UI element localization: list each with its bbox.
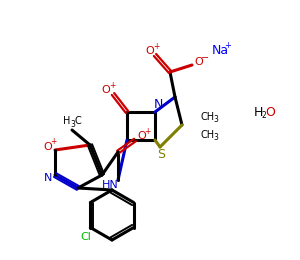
- Text: O: O: [102, 85, 110, 95]
- Text: O: O: [265, 106, 275, 119]
- Text: CH: CH: [200, 130, 214, 140]
- Text: H: H: [63, 116, 71, 126]
- Text: +: +: [109, 81, 115, 89]
- Text: 3: 3: [213, 114, 218, 124]
- Text: +: +: [225, 41, 231, 49]
- Text: 3: 3: [70, 120, 75, 128]
- Text: N: N: [153, 98, 163, 110]
- Text: +: +: [50, 138, 56, 146]
- Text: O: O: [138, 131, 146, 141]
- Text: O: O: [44, 142, 52, 152]
- Text: N: N: [44, 173, 52, 183]
- Text: HN: HN: [102, 180, 118, 190]
- Text: C: C: [75, 116, 81, 126]
- Text: 2: 2: [262, 110, 266, 120]
- Text: −: −: [201, 53, 209, 63]
- Text: O: O: [146, 46, 154, 56]
- Text: S: S: [157, 148, 165, 161]
- Text: H: H: [253, 106, 263, 119]
- Text: CH: CH: [200, 112, 214, 122]
- Text: 3: 3: [213, 133, 218, 141]
- Text: +: +: [153, 42, 159, 50]
- Text: Cl: Cl: [80, 232, 91, 243]
- Text: O: O: [195, 57, 203, 67]
- Text: +: +: [144, 127, 150, 136]
- Text: Na: Na: [212, 43, 229, 56]
